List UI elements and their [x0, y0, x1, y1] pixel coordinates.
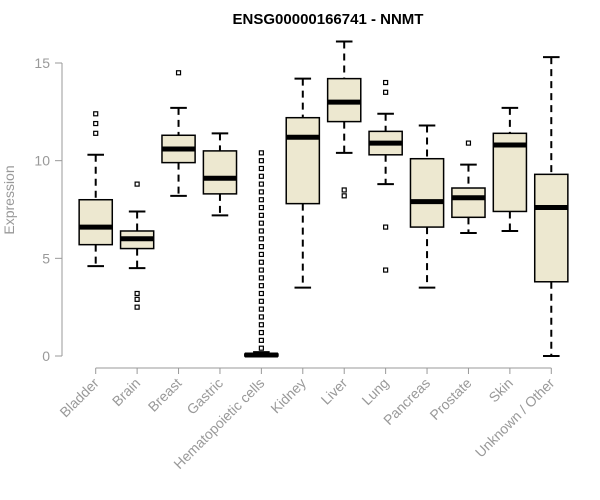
x-tick-label: Skin [485, 375, 516, 406]
outlier-point [383, 79, 389, 86]
x-tick-label: Bladder [56, 375, 102, 421]
outlier-point [258, 251, 264, 258]
outlier-point [258, 197, 264, 203]
outlier-point [258, 236, 264, 242]
outlier-point [258, 165, 264, 172]
y-tick-label: 15 [34, 55, 50, 71]
x-tick-label: Liver [318, 375, 351, 408]
outlier-point [383, 224, 389, 230]
box-group [78, 111, 114, 268]
outlier-point [258, 204, 264, 211]
box-group [533, 56, 569, 357]
x-tick-label: Breast [145, 375, 185, 415]
outlier-point [258, 306, 264, 312]
outlier-point [258, 158, 264, 164]
outlier-point [383, 89, 389, 95]
outlier-point [93, 111, 99, 117]
y-tick-label: 5 [42, 250, 50, 266]
box-iqr [285, 116, 321, 205]
box-group [161, 70, 196, 197]
x-tick-label: Kidney [267, 375, 309, 417]
x-tick-label: Brain [109, 375, 143, 409]
outlier-point [134, 296, 140, 302]
box-iqr [533, 173, 569, 283]
outlier-point [258, 189, 264, 195]
box-group [202, 132, 238, 217]
outlier-point [258, 283, 264, 289]
box-iqr [78, 198, 114, 246]
outlier-point [93, 130, 99, 136]
outlier-point [258, 244, 264, 250]
outlier-point [258, 259, 264, 265]
outlier-point [341, 193, 347, 199]
outlier-point [258, 290, 264, 297]
outlier-point [258, 267, 264, 273]
outlier-point [175, 70, 182, 76]
outlier-point [93, 120, 99, 127]
box-group [409, 124, 445, 289]
outlier-point [258, 173, 264, 179]
y-tick-label: 10 [34, 153, 50, 169]
x-tick-label: Prostate [426, 375, 474, 423]
box-iqr [202, 150, 238, 195]
outlier-point [258, 275, 264, 281]
outlier-point [258, 314, 264, 320]
box-iqr [451, 187, 486, 219]
box-group [119, 181, 155, 310]
outlier-point [258, 337, 264, 343]
box-group [368, 79, 403, 273]
box-group [285, 77, 321, 289]
outlier-point [258, 212, 264, 218]
outlier-point [258, 298, 264, 304]
box-group [451, 140, 486, 234]
outlier-point [258, 220, 264, 226]
outlier-point [341, 187, 347, 193]
outlier-point [258, 228, 264, 234]
x-tick-label: Lung [358, 375, 391, 408]
y-axis: 0 5 10 15 [34, 55, 63, 364]
box-group [244, 150, 279, 358]
outlier-point [258, 345, 264, 351]
outlier-point [134, 181, 140, 187]
outlier-point [134, 304, 140, 310]
outlier-point [258, 181, 264, 187]
outlier-point [134, 290, 140, 297]
outlier-point [465, 140, 472, 146]
box-iqr [409, 157, 445, 228]
y-axis-label: Expression [1, 165, 17, 234]
chart-title: ENSG00000166741 - NNMT [233, 11, 424, 28]
box-group [326, 40, 362, 199]
x-tick-label: Unknown / Other [472, 375, 558, 461]
outlier-point [258, 329, 264, 336]
box-group [492, 106, 528, 232]
outlier-point [258, 150, 264, 156]
y-tick-label: 0 [42, 348, 50, 364]
outlier-point [258, 322, 264, 328]
outlier-point [383, 267, 389, 273]
boxes-layer [78, 40, 569, 358]
